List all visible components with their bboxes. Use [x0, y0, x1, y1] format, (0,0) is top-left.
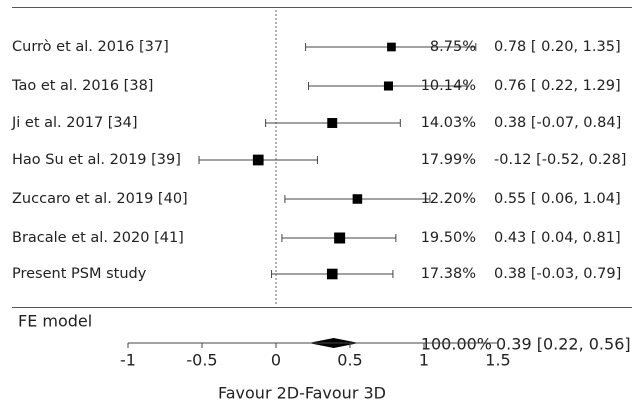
study-weight: 8.75%	[430, 39, 476, 55]
study-ci: 0.38 [-0.07, 0.84]	[494, 115, 621, 131]
separator-rule	[12, 307, 632, 308]
study-label: Currò et al. 2016 [37]	[12, 39, 169, 55]
estimate-square	[327, 118, 338, 128]
x-tick-label: 0	[271, 351, 281, 370]
estimate-square	[352, 194, 363, 204]
study-weight: 19.50%	[421, 230, 476, 246]
study-label: Tao et al. 2016 [38]	[11, 78, 153, 94]
top-rule	[12, 7, 632, 8]
x-tick-label: -1	[120, 351, 136, 370]
estimate-square	[252, 154, 264, 166]
study-weight: 14.03%	[421, 115, 476, 131]
study-label: Zuccaro et al. 2019 [40]	[12, 191, 188, 207]
pooled-ci: 0.39 [0.22, 0.56]	[496, 335, 631, 354]
x-axis-label: Favour 2D-Favour 3D	[218, 384, 386, 403]
x-tick-label: 1	[419, 351, 429, 370]
estimate-square	[326, 268, 338, 280]
x-tick-label: -0.5	[186, 351, 217, 370]
study-ci: 0.55 [ 0.06, 1.04]	[494, 191, 621, 207]
study-label: Ji et al. 2017 [34]	[11, 115, 138, 131]
study-ci: 0.38 [-0.03, 0.79]	[494, 266, 621, 282]
estimate-square	[387, 42, 396, 52]
study-ci: 0.76 [ 0.22, 1.29]	[494, 78, 621, 94]
study-label: Hao Su et al. 2019 [39]	[12, 152, 181, 168]
study-weight: 12.20%	[421, 191, 476, 207]
study-ci: 0.43 [ 0.04, 0.81]	[494, 230, 621, 246]
x-tick-label: 0.5	[337, 351, 362, 370]
study-ci: -0.12 [-0.52, 0.28]	[494, 152, 626, 168]
x-tick-label: 1.5	[485, 351, 510, 370]
study-weight: 17.38%	[421, 266, 476, 282]
study-label: Present PSM study	[12, 266, 147, 282]
pooled-weight: 100.00%	[421, 335, 492, 354]
estimate-square	[383, 81, 394, 91]
study-weight: 17.99%	[421, 152, 476, 168]
estimate-square	[334, 232, 346, 244]
pooled-label: FE model	[18, 312, 92, 331]
study-label: Bracale et al. 2020 [41]	[12, 230, 184, 246]
study-weight: 10.14%	[421, 78, 476, 94]
study-ci: 0.78 [ 0.20, 1.35]	[494, 39, 621, 55]
